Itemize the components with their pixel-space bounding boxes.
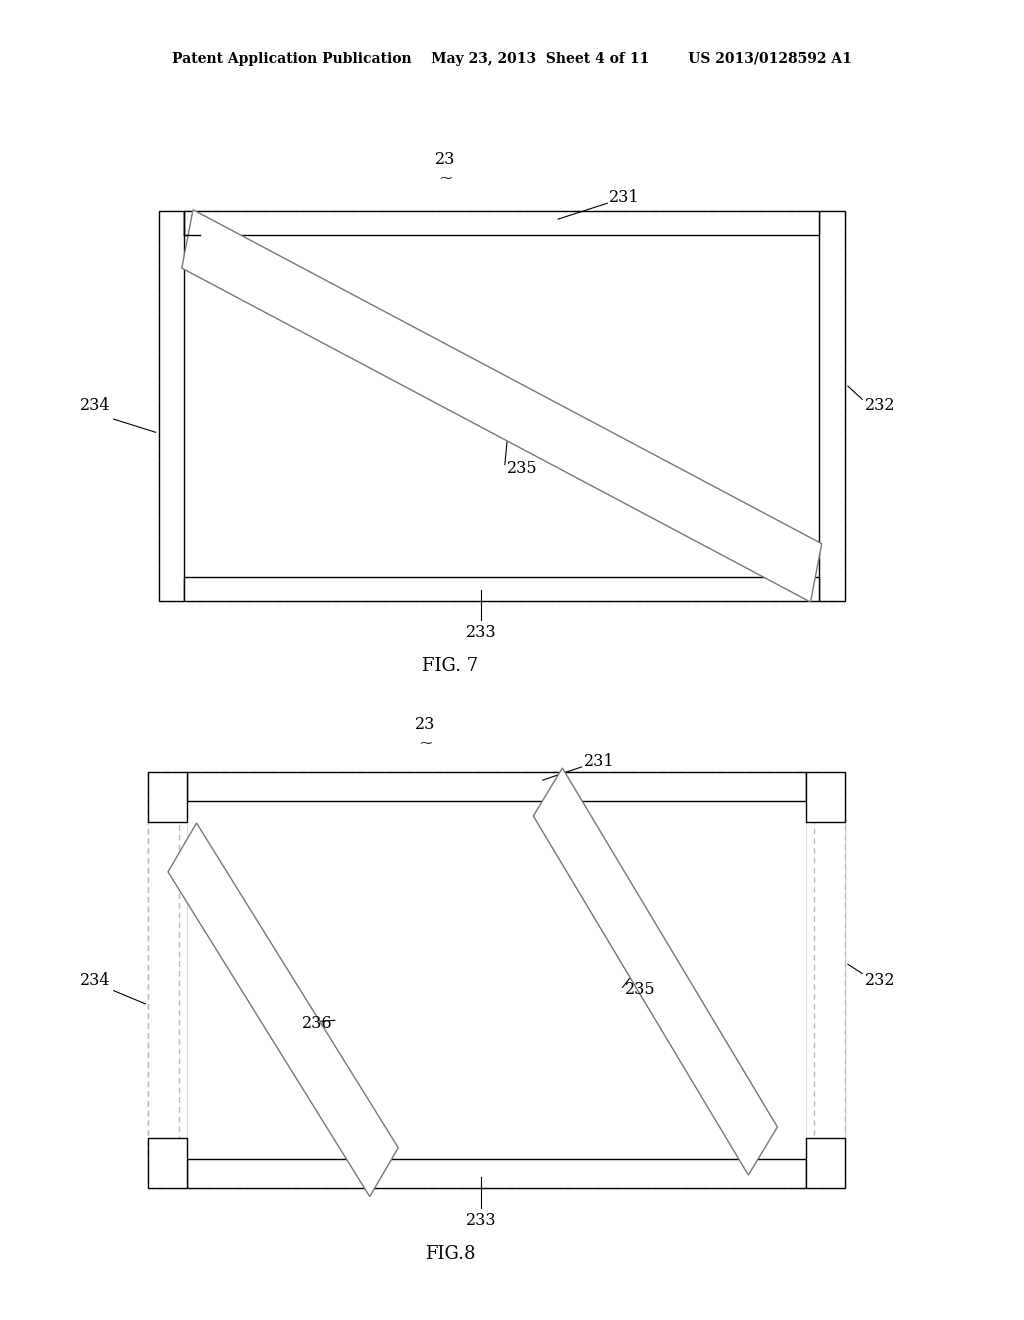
Text: 236: 236 (302, 1015, 333, 1031)
Bar (184, 211, 819, 235)
Text: 234: 234 (80, 397, 111, 414)
Text: FIG.8: FIG.8 (425, 1245, 476, 1263)
Bar (148, 801, 179, 1159)
Bar (159, 211, 845, 601)
Bar (814, 801, 845, 1159)
Bar (819, 211, 845, 601)
Bar (187, 1159, 806, 1188)
Bar (184, 577, 819, 601)
Bar (148, 772, 187, 822)
Bar (187, 801, 806, 1159)
Text: ~: ~ (418, 734, 432, 751)
Bar (159, 211, 184, 601)
Text: 233: 233 (466, 1212, 497, 1229)
Bar (148, 1138, 187, 1188)
Text: 23: 23 (415, 715, 435, 733)
Text: FIG. 7: FIG. 7 (423, 657, 478, 676)
Text: 232: 232 (865, 972, 896, 989)
Text: 233: 233 (466, 624, 497, 642)
Bar (148, 772, 845, 1188)
Polygon shape (168, 822, 398, 1197)
Text: 23: 23 (435, 150, 456, 168)
Bar (806, 772, 845, 822)
Bar (187, 772, 806, 801)
Text: 234: 234 (80, 972, 111, 989)
Text: 235: 235 (507, 461, 538, 477)
Text: 232: 232 (865, 397, 896, 414)
Polygon shape (182, 210, 821, 602)
Text: Patent Application Publication    May 23, 2013  Sheet 4 of 11        US 2013/012: Patent Application Publication May 23, 2… (172, 53, 852, 66)
Text: 231: 231 (609, 190, 640, 206)
Text: 235: 235 (625, 982, 655, 998)
Bar (806, 1138, 845, 1188)
Polygon shape (534, 768, 777, 1175)
Text: 231: 231 (584, 754, 614, 770)
Bar (184, 235, 819, 577)
Text: ~: ~ (438, 169, 453, 186)
